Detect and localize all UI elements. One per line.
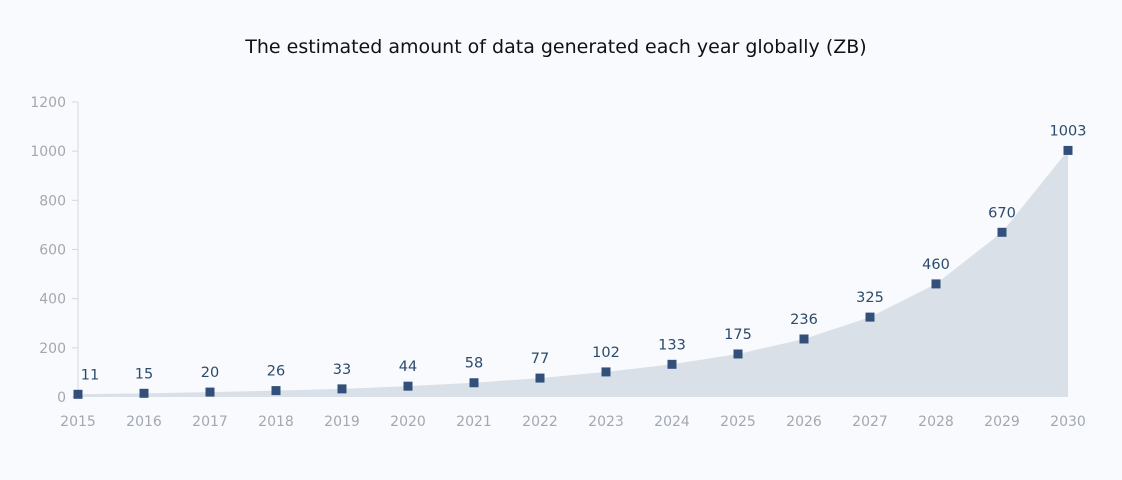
x-tick-label: 2018 — [258, 414, 294, 430]
data-label: 15 — [135, 366, 153, 382]
data-marker — [403, 381, 413, 391]
data-label: 26 — [267, 364, 285, 380]
x-tick-label: 2022 — [522, 414, 558, 430]
x-tick-label: 2017 — [192, 414, 228, 430]
data-marker — [997, 227, 1007, 237]
data-marker — [337, 384, 347, 394]
data-marker — [799, 334, 809, 344]
x-tick-label: 2025 — [720, 414, 756, 430]
x-tick-label: 2028 — [918, 414, 954, 430]
data-marker — [865, 312, 875, 322]
data-label: 236 — [790, 312, 818, 328]
y-tick-label: 1000 — [30, 144, 66, 160]
data-marker — [733, 349, 743, 359]
data-label: 20 — [201, 365, 219, 381]
data-markers — [73, 145, 1073, 399]
y-tick-label: 200 — [39, 341, 66, 357]
data-label: 77 — [531, 351, 549, 367]
data-marker — [271, 386, 281, 396]
area-fill — [78, 150, 1068, 397]
y-tick-label: 1200 — [30, 95, 66, 111]
x-tick-label: 2027 — [852, 414, 888, 430]
data-label: 670 — [988, 205, 1016, 221]
x-tick-label: 2029 — [984, 414, 1020, 430]
data-label: 460 — [922, 257, 950, 273]
data-labels: 11 15 20 26 33 44 58 77 102 133 175 236 325 460 670 100… — [81, 123, 1087, 383]
data-marker — [73, 389, 83, 399]
data-label: 33 — [333, 362, 351, 378]
x-tick-label: 2015 — [60, 414, 96, 430]
x-tick-label: 2026 — [786, 414, 822, 430]
data-label: 175 — [724, 327, 752, 343]
data-marker — [535, 373, 545, 383]
data-label: 1003 — [1050, 123, 1087, 139]
y-tick-label: 0 — [57, 390, 66, 406]
data-marker — [205, 387, 215, 397]
x-tick-label: 2023 — [588, 414, 624, 430]
x-tick-label: 2016 — [126, 414, 162, 430]
data-marker — [1063, 145, 1073, 155]
x-tick-label: 2019 — [324, 414, 360, 430]
data-marker — [469, 378, 479, 388]
y-tick-label: 800 — [39, 193, 66, 209]
data-marker — [601, 367, 611, 377]
data-label: 44 — [399, 359, 417, 375]
data-marker — [667, 359, 677, 369]
y-tick-label: 600 — [39, 243, 66, 259]
data-label: 58 — [465, 356, 483, 372]
x-tick-label: 2021 — [456, 414, 492, 430]
y-tick-label: 400 — [39, 292, 66, 308]
x-tick-label: 2030 — [1050, 414, 1086, 430]
x-axis-ticks: 2015 2016 2017 2018 2019 2020 2021 2022 2023 2024… — [60, 414, 1086, 430]
data-label: 133 — [658, 337, 686, 353]
data-label: 325 — [856, 290, 884, 306]
x-tick-label: 2020 — [390, 414, 426, 430]
data-marker — [139, 388, 149, 398]
y-axis-ticks: 0 200 400 600 800 1000 1200 — [30, 95, 78, 406]
data-label: 11 — [81, 367, 99, 383]
data-label: 102 — [592, 345, 620, 361]
data-marker — [931, 279, 941, 289]
x-tick-label: 2024 — [654, 414, 690, 430]
chart-title: The estimated amount of data generated e… — [245, 36, 867, 58]
